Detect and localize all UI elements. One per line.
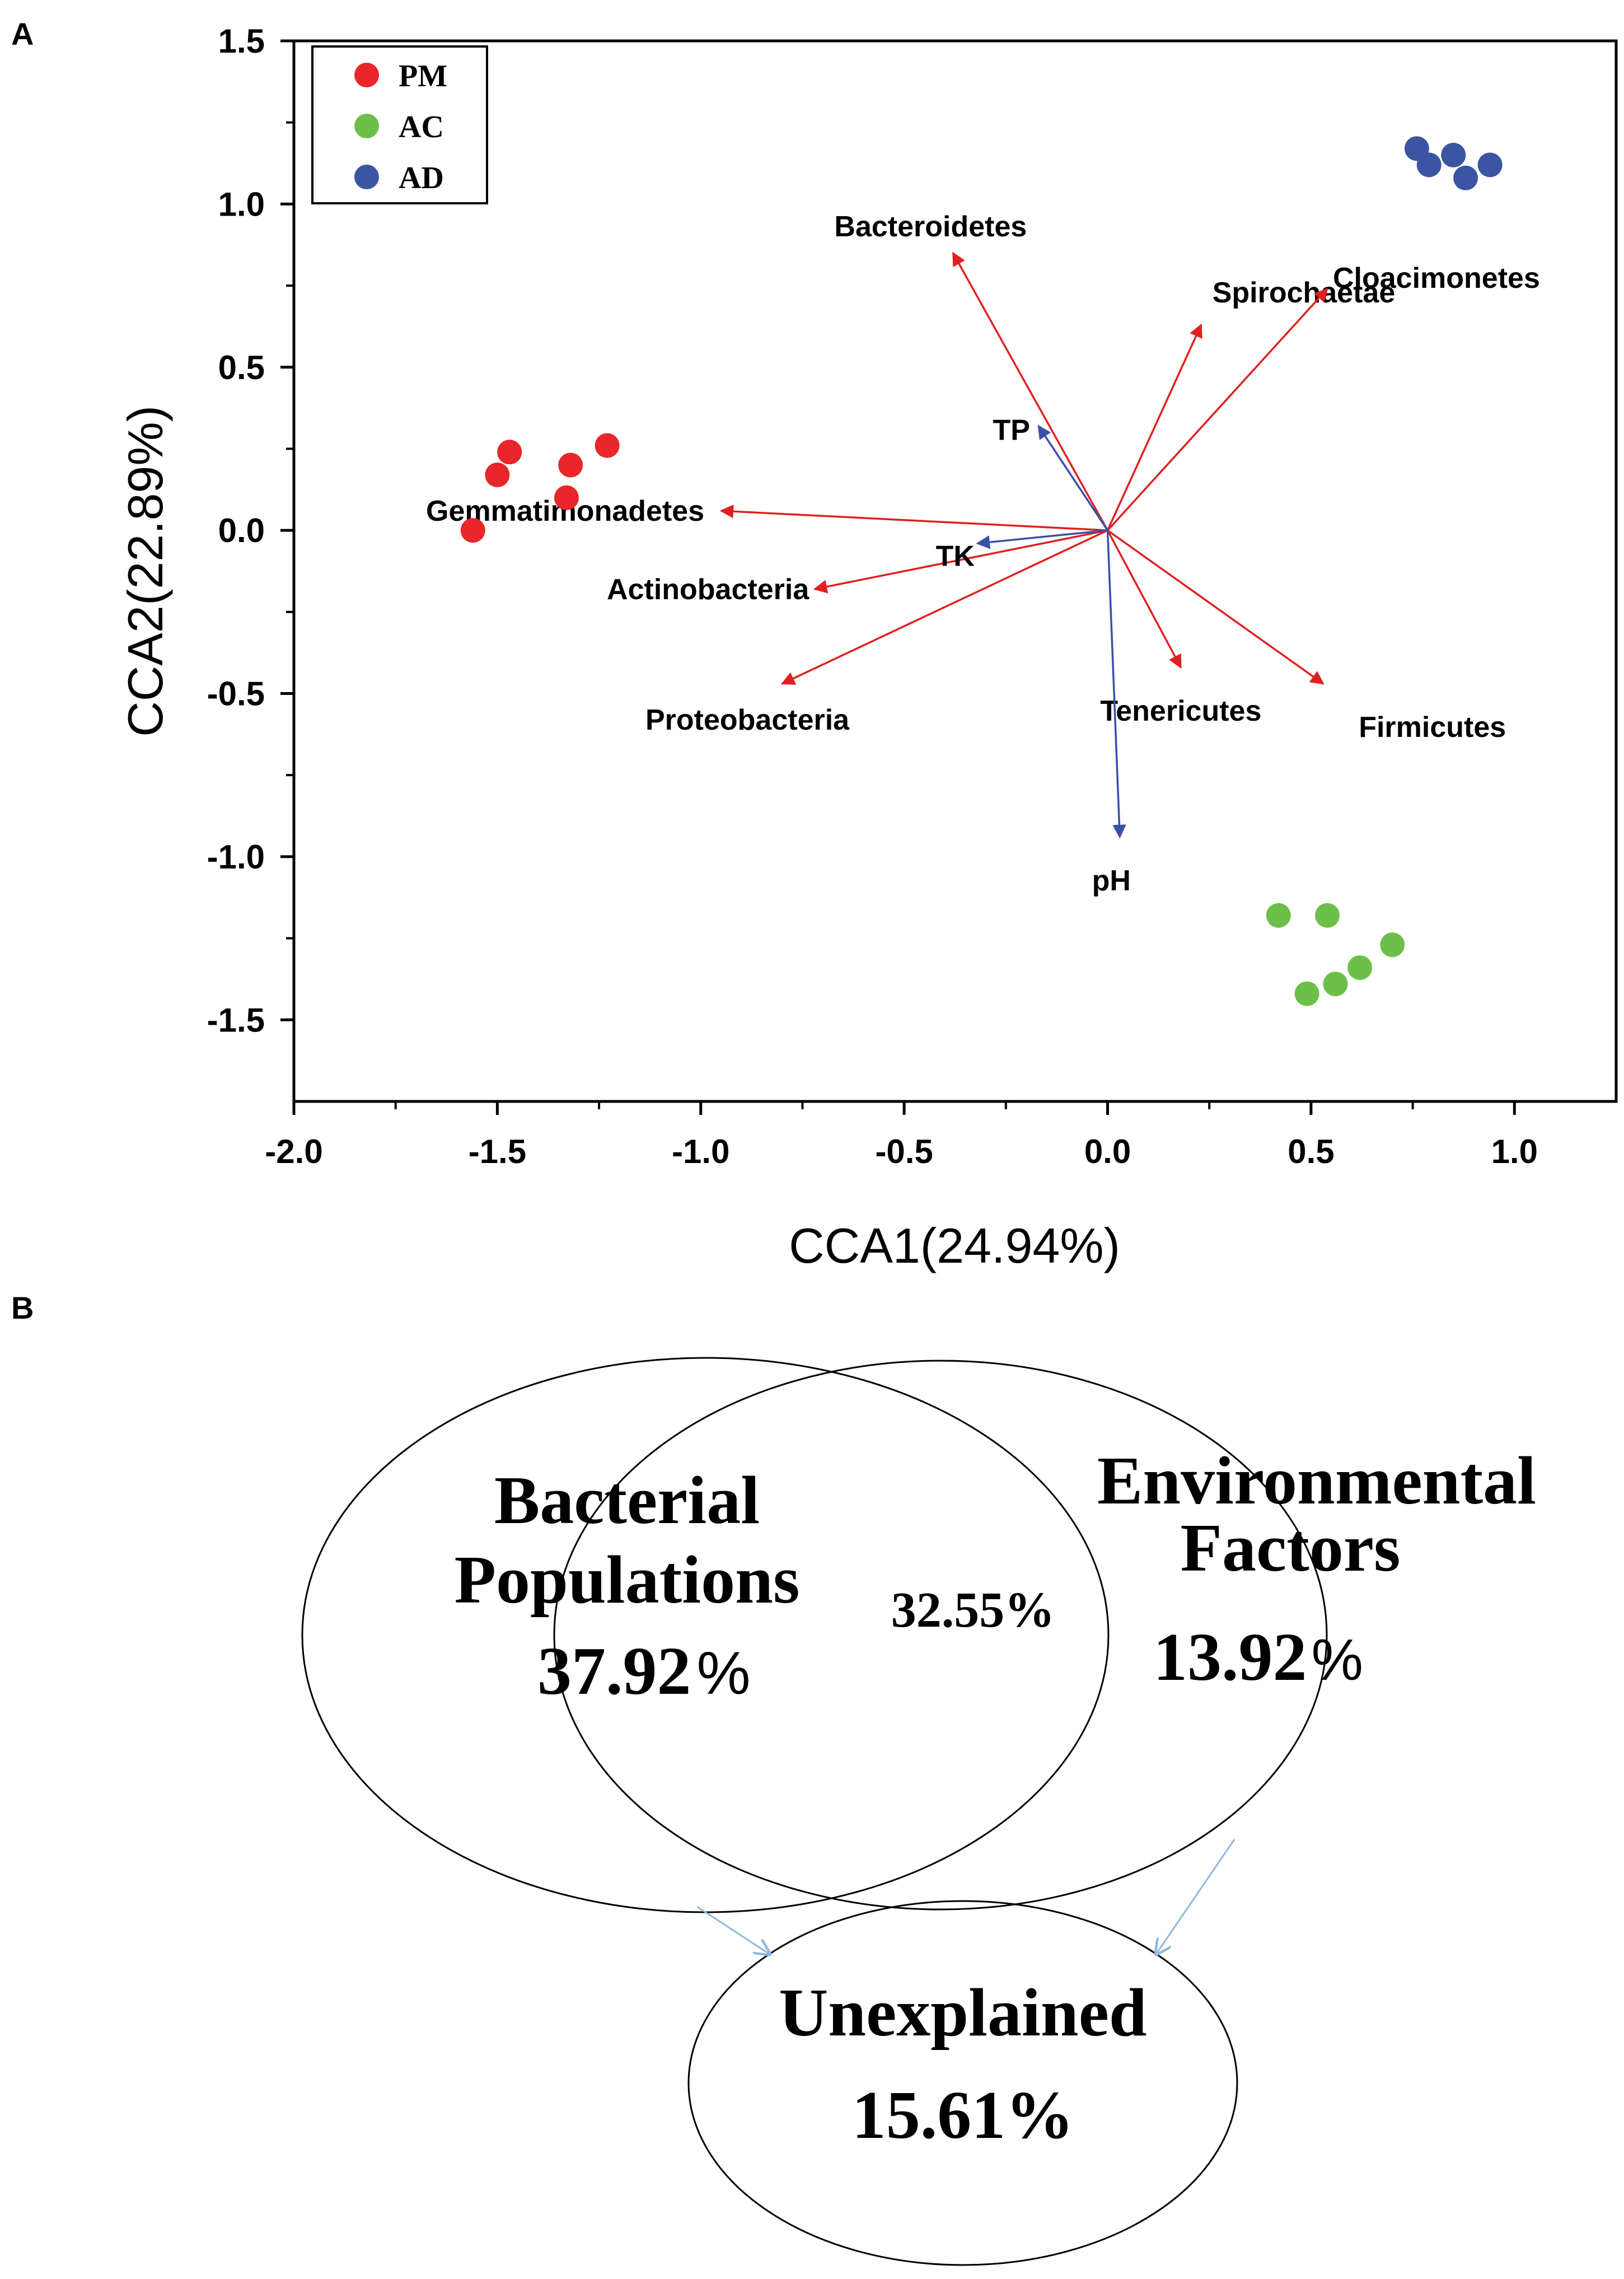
env-vector-label: TK bbox=[936, 540, 975, 572]
venn-right-circle bbox=[553, 1360, 1328, 1911]
y-tick-label: 1.0 bbox=[218, 185, 265, 223]
species-vector-label: Tenericutes bbox=[1100, 695, 1261, 727]
venn-bottom-title: Unexplained bbox=[779, 1975, 1147, 2051]
venn-bottom-value: 15.61% bbox=[852, 2077, 1074, 2153]
y-tick-label: -1.0 bbox=[207, 838, 265, 876]
x-axis-title: CCA1(24.94%) bbox=[789, 1218, 1120, 1273]
env-vector-label: TP bbox=[993, 414, 1030, 447]
point-ad bbox=[1477, 152, 1503, 178]
panel-b-letter: B bbox=[11, 1290, 34, 1325]
species-vector-label: Firmicutes bbox=[1359, 711, 1506, 744]
point-pm bbox=[558, 452, 583, 478]
species-vector-label: Bacteroidetes bbox=[834, 211, 1027, 243]
env-vector-ph bbox=[1106, 530, 1126, 839]
cca-vectors: BacteroidetesSpirochaetaeCloacimonetesGe… bbox=[426, 211, 1540, 897]
x-tick-label: -2.0 bbox=[265, 1133, 322, 1170]
venn-right-value-group: 13.92% bbox=[1153, 1619, 1363, 1695]
species-vector-label: Actinobacteria bbox=[607, 573, 809, 606]
arrow-right-to-unexplained bbox=[1156, 1839, 1235, 1954]
cca-biplot: -2.0 -1.5 -1.0 -0.5 0.0 0.5 1.0 1.5 1.0 0.5 0.0 -0… bbox=[118, 22, 1618, 1273]
point-ac bbox=[1347, 955, 1373, 980]
venn-right-percent: % bbox=[1312, 1628, 1363, 1693]
venn-right-title-line1: Environmental bbox=[1097, 1443, 1536, 1519]
point-pm bbox=[485, 463, 510, 488]
species-vector-label: Cloacimonetes bbox=[1333, 262, 1540, 295]
env-vector-label: pH bbox=[1092, 865, 1131, 897]
x-tick-label: 0.5 bbox=[1288, 1133, 1334, 1170]
legend-label-ac: AC bbox=[399, 110, 444, 144]
venn-left-value: 37.92 bbox=[537, 1633, 691, 1709]
point-ad bbox=[1441, 142, 1466, 167]
venn-left-value-group: 37.92% bbox=[537, 1633, 751, 1709]
legend-marker-pm bbox=[354, 63, 379, 87]
species-vector-actinobacteria bbox=[813, 529, 1108, 594]
species-vector-spirochaetae bbox=[1106, 323, 1202, 531]
species-vector-label: Spirochaetae bbox=[1213, 277, 1396, 309]
point-ac bbox=[1266, 903, 1291, 928]
species-vector-bacteroidetes bbox=[952, 251, 1109, 531]
point-ac bbox=[1294, 981, 1319, 1006]
point-ac bbox=[1380, 932, 1405, 958]
species-vector-gemmatimonadetes bbox=[719, 505, 1108, 531]
species-vector-tenericutes bbox=[1106, 530, 1182, 669]
y-tick-label: 0.0 bbox=[218, 512, 265, 549]
plot-frame bbox=[292, 39, 1618, 1103]
point-ac bbox=[1323, 972, 1348, 997]
x-tick-label: 1.0 bbox=[1491, 1133, 1538, 1170]
species-vector-cloacimonetes bbox=[1107, 288, 1328, 531]
y-axis-ticks: 1.5 1.0 0.5 0.0 -0.5 -1.0 -1.5 bbox=[207, 22, 294, 1039]
env-vector-tk bbox=[976, 529, 1108, 549]
venn-left-percent: % bbox=[697, 1639, 751, 1707]
venn-left-title-line1: Bacterial bbox=[494, 1463, 760, 1538]
species-vector-label: Proteobacteria bbox=[645, 704, 850, 736]
panel-a-letter: A bbox=[11, 16, 34, 52]
venn-right-value: 13.92 bbox=[1153, 1619, 1307, 1695]
legend-marker-ad bbox=[354, 165, 379, 189]
point-pm bbox=[554, 485, 579, 510]
legend: PM AC AD bbox=[311, 45, 488, 204]
y-tick-label: -1.5 bbox=[207, 1001, 265, 1039]
venn-right-title-line2: Factors bbox=[1181, 1510, 1401, 1586]
y-tick-label: -0.5 bbox=[207, 675, 265, 713]
legend-label-ad: AD bbox=[399, 161, 444, 195]
x-tick-label: -0.5 bbox=[875, 1133, 933, 1170]
venn-overlap-value: 32.55% bbox=[891, 1582, 1055, 1638]
y-axis-title: CCA2(22.89%) bbox=[118, 405, 173, 737]
point-ad bbox=[1453, 165, 1478, 190]
y-tick-label: 1.5 bbox=[218, 22, 265, 60]
x-axis-ticks: -2.0 -1.5 -1.0 -0.5 0.0 0.5 1.0 bbox=[265, 1101, 1538, 1170]
sample-points bbox=[460, 136, 1503, 1006]
y-tick-label: 0.5 bbox=[218, 349, 265, 386]
x-tick-label: -1.5 bbox=[469, 1133, 526, 1170]
point-ad bbox=[1416, 152, 1442, 178]
legend-box bbox=[311, 45, 488, 204]
point-pm bbox=[497, 440, 522, 465]
venn-left-title-line2: Populations bbox=[455, 1542, 800, 1618]
venn-diagram: Bacterial Populations 37.92% Environment… bbox=[301, 1357, 1536, 2266]
species-vector-proteobacteria bbox=[780, 529, 1108, 685]
legend-marker-ac bbox=[354, 114, 379, 138]
x-tick-label: 0.0 bbox=[1084, 1133, 1131, 1170]
env-vector-tp bbox=[1037, 424, 1108, 531]
species-vector-firmicutes bbox=[1107, 529, 1325, 685]
x-tick-label: -1.0 bbox=[672, 1133, 729, 1170]
point-ac bbox=[1314, 903, 1340, 928]
point-pm bbox=[460, 518, 485, 543]
legend-label-pm: PM bbox=[399, 59, 447, 94]
venn-bottom-circle bbox=[687, 1900, 1238, 2266]
point-pm bbox=[595, 433, 620, 458]
arrow-left-to-unexplained bbox=[696, 1906, 770, 1954]
